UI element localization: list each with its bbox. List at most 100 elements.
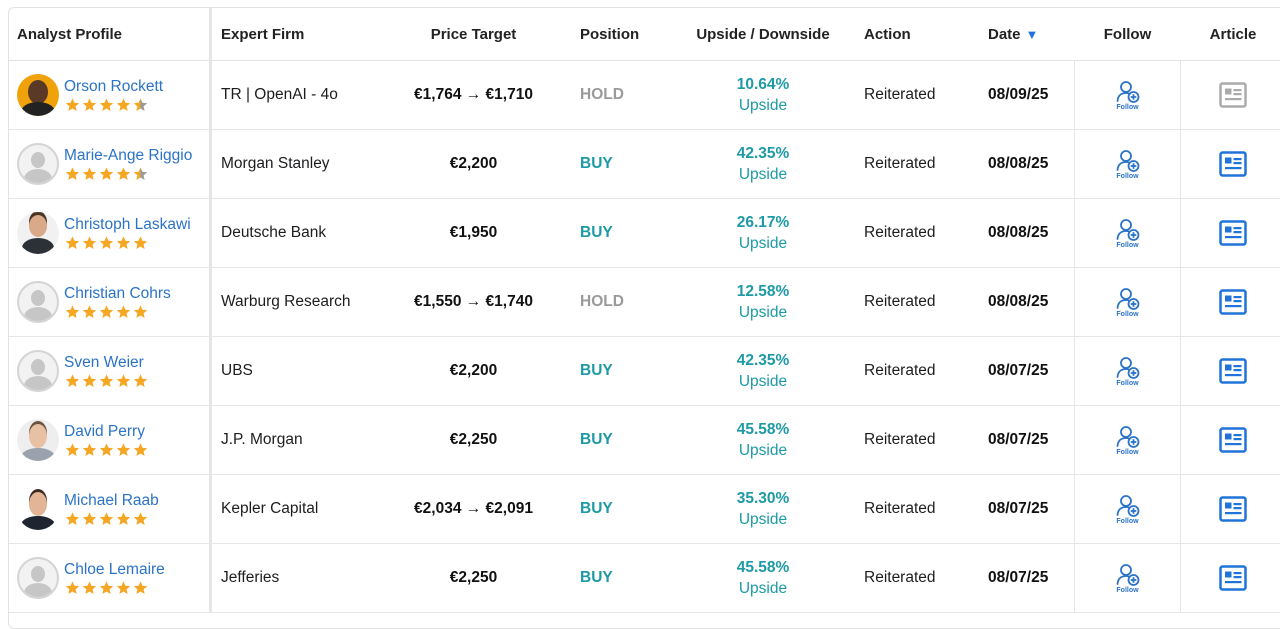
sort-down-icon[interactable]: ▼ [1025,26,1039,42]
analyst-name-link[interactable]: David Perry [64,422,145,440]
position-cell: BUY [565,199,672,267]
star-icon [133,166,148,180]
follow-cell: Follow [1074,61,1181,129]
date-cell: 08/09/25 [976,61,1074,129]
action-text: Reiterated [864,86,936,103]
article-icon[interactable] [1219,289,1247,315]
follow-button[interactable]: Follow [1115,148,1141,180]
star-rating [64,580,165,596]
avatar[interactable] [17,74,59,116]
analyst-info: Chloe Lemaire [64,561,165,596]
analyst-cell: David Perry [9,406,212,474]
rating-date: 08/08/25 [988,155,1049,172]
price-target: €2,250 [449,569,498,586]
follow-button[interactable]: Follow [1115,79,1141,111]
avatar[interactable] [17,143,59,185]
article-icon[interactable] [1219,220,1247,246]
star-icon [82,235,97,249]
price-target: €2,200 [449,362,498,379]
star-icon [133,373,148,387]
follow-button[interactable]: Follow [1115,424,1141,456]
article-icon[interactable] [1219,427,1247,453]
header-action[interactable]: Action [854,8,976,60]
price-target: €2,200 [449,155,498,172]
avatar[interactable] [17,281,59,323]
avatar[interactable] [17,350,59,392]
price-cell: €2,200 [382,130,565,198]
firm-name: Morgan Stanley [221,155,330,172]
header-analyst-label: Analyst Profile [17,25,123,43]
firm-cell: Deutsche Bank [212,199,382,267]
follow-button[interactable]: Follow [1115,217,1141,249]
header-article: Article [1181,8,1280,60]
analyst-info: Sven Weier [64,354,149,389]
header-follow-label: Follow [1103,25,1152,43]
star-icon [116,97,131,111]
header-position[interactable]: Position [565,8,672,60]
avatar[interactable] [17,557,59,599]
follow-cell: Follow [1074,199,1181,267]
upside-percent: 26.17% [736,214,790,231]
date-cell: 08/07/25 [976,406,1074,474]
article-icon[interactable] [1219,565,1247,591]
header-analyst-profile[interactable]: Analyst Profile [9,8,212,60]
upside-label: Upside [738,97,788,114]
action-cell: Reiterated [854,337,976,405]
follow-button[interactable]: Follow [1115,493,1141,525]
follow-label: Follow [1116,380,1139,387]
header-upside-downside[interactable]: Upside / Downside [672,8,854,60]
avatar[interactable] [17,212,59,254]
article-icon[interactable] [1219,82,1247,108]
follow-label: Follow [1116,173,1139,180]
upside-label: Upside [738,235,788,252]
star-rating [64,373,149,389]
firm-cell: Warburg Research [212,268,382,336]
header-date[interactable]: Date ▼ [976,8,1074,60]
analyst-name-link[interactable]: Christian Cohrs [64,284,171,302]
header-price-target[interactable]: Price Target [382,8,565,60]
follow-button[interactable]: Follow [1115,355,1141,387]
analyst-name-link[interactable]: Sven Weier [64,353,144,371]
follow-button[interactable]: Follow [1115,286,1141,318]
follow-label: Follow [1116,104,1139,111]
star-icon [133,304,148,318]
position-badge: HOLD [580,293,624,310]
article-cell [1181,544,1280,612]
firm-name: Warburg Research [221,293,351,310]
upside-cell: 35.30% Upside [672,475,854,543]
position-badge: HOLD [580,86,624,103]
analyst-info: Michael Raab [64,492,159,527]
avatar[interactable] [17,419,59,461]
table-row: David Perry J.P. Morgan €2,250 BUY 45.58… [9,406,1280,475]
user-plus-icon [1116,564,1139,586]
star-rating [64,235,191,251]
action-cell: Reiterated [854,475,976,543]
analyst-name-link[interactable]: Chloe Lemaire [64,560,165,578]
follow-label: Follow [1116,311,1139,318]
user-plus-icon [1116,357,1139,379]
article-icon[interactable] [1219,151,1247,177]
analyst-name-link[interactable]: Orson Rockett [64,77,164,95]
position-cell: BUY [565,544,672,612]
upside-percent: 12.58% [736,283,790,300]
star-icon [99,235,114,249]
upside-label: Upside [738,442,788,459]
analyst-name-link[interactable]: Christoph Laskawi [64,215,191,233]
rating-date: 08/08/25 [988,224,1049,241]
analyst-cell: Sven Weier [9,337,212,405]
table-row: Chloe Lemaire Jefferies €2,250 BUY 45.58… [9,544,1280,613]
article-icon[interactable] [1219,358,1247,384]
header-expert-firm[interactable]: Expert Firm [212,8,382,60]
header-price-label: Price Target [430,25,517,43]
star-icon [82,304,97,318]
follow-button[interactable]: Follow [1115,562,1141,594]
firm-cell: Kepler Capital [212,475,382,543]
article-icon[interactable] [1219,496,1247,522]
article-cell [1181,199,1280,267]
analyst-cell: Chloe Lemaire [9,544,212,612]
analyst-name-link[interactable]: Michael Raab [64,491,159,509]
analyst-ratings-table: Analyst Profile Expert Firm Price Target… [8,7,1280,629]
analyst-name-link[interactable]: Marie-Ange Riggio [64,146,193,164]
position-cell: HOLD [565,61,672,129]
avatar[interactable] [17,488,59,530]
